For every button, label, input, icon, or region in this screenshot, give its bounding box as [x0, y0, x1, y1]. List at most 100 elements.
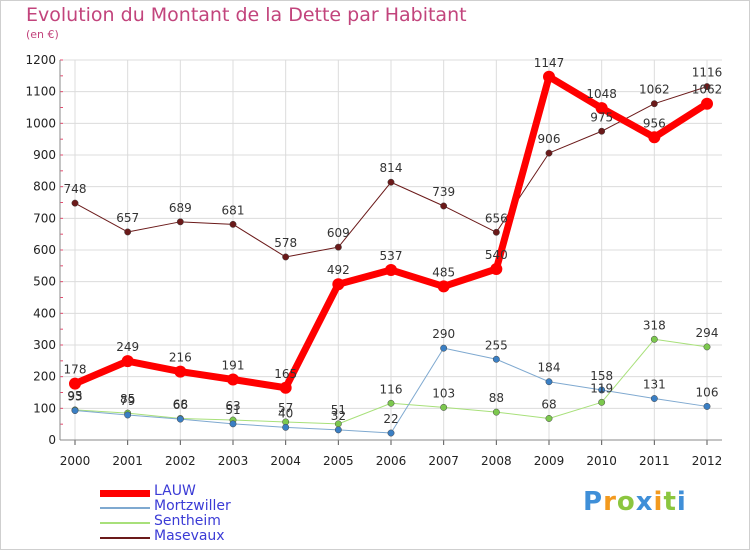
data-label-masevaux: 656: [485, 211, 508, 225]
line-chart: 0 100 200 300 400 500 600 700 800 900 1000 1100 1200…: [25, 53, 723, 468]
data-label-mortzwiller: 66: [173, 398, 188, 412]
point-lauw: [701, 97, 713, 110]
legend-swatch-sentheim: [100, 522, 150, 524]
data-label-mortzwiller: 51: [225, 403, 240, 417]
point-masevaux: [229, 220, 237, 228]
data-label-masevaux: 1116: [692, 66, 723, 80]
legend-label-mortzwiller: Mortzwiller: [154, 498, 231, 514]
x-tick-label: 2007: [428, 454, 459, 468]
data-label-masevaux: 689: [169, 201, 192, 215]
point-mortzwiller: [124, 411, 132, 419]
data-label-lauw: 485: [432, 265, 455, 279]
point-lauw: [648, 131, 661, 144]
y-tick-label: 900: [33, 148, 56, 162]
chart-title: Evolution du Montant de la Dette par Hab…: [26, 4, 467, 26]
point-sentheim: [492, 408, 500, 416]
data-label-sentheim: 318: [643, 318, 666, 332]
data-label-mortzwiller: 32: [331, 409, 346, 423]
data-label-lauw: 537: [380, 249, 403, 263]
point-masevaux: [71, 199, 79, 207]
data-label-sentheim: 68: [541, 397, 556, 411]
logo-letter: i: [653, 487, 664, 517]
point-masevaux: [334, 243, 342, 251]
point-lauw: [332, 278, 345, 291]
data-label-masevaux: 975: [590, 110, 613, 124]
logo-letter: i: [676, 487, 687, 517]
data-label-masevaux: 681: [222, 203, 245, 217]
point-mortzwiller: [650, 395, 658, 402]
data-label-lauw: 249: [116, 340, 139, 354]
data-label-sentheim: 119: [590, 381, 613, 395]
data-label-sentheim: 103: [432, 386, 455, 400]
data-label-lauw: 178: [64, 363, 87, 377]
data-label-mortzwiller: 184: [538, 361, 561, 375]
point-mortzwiller: [492, 355, 500, 363]
point-sentheim: [598, 398, 606, 406]
point-mortzwiller: [440, 344, 448, 352]
x-tick-label: 2010: [586, 454, 617, 468]
legend-label-sentheim: Sentheim: [154, 513, 221, 529]
point-masevaux: [440, 202, 448, 210]
point-lauw: [279, 381, 292, 394]
point-lauw: [69, 377, 81, 390]
data-label-lauw: 1062: [692, 83, 723, 97]
data-label-lauw: 165: [274, 367, 297, 381]
point-mortzwiller: [703, 402, 711, 410]
data-label-mortzwiller: 290: [432, 327, 455, 341]
data-label-mortzwiller: 131: [643, 378, 666, 392]
x-tick-label: 2006: [376, 454, 407, 468]
x-tick-label: 2003: [218, 454, 249, 468]
y-tick-label: 300: [33, 338, 56, 352]
chart-subtitle: (en €): [26, 28, 59, 41]
y-tick-label: 1200: [25, 53, 56, 67]
point-lauw: [227, 373, 239, 386]
logo-letter: P: [583, 487, 604, 517]
data-label-masevaux: 657: [116, 211, 139, 225]
data-label-masevaux: 906: [538, 132, 561, 146]
logo-letter: o: [616, 487, 636, 517]
x-tick-label: 2002: [165, 454, 196, 468]
data-label-sentheim: 88: [489, 391, 504, 405]
data-label-sentheim: 57: [278, 401, 293, 415]
point-lauw: [543, 70, 555, 83]
data-label-masevaux: 578: [274, 236, 297, 250]
data-label-lauw: 492: [327, 263, 350, 277]
data-label-sentheim: 294: [696, 326, 719, 340]
legend-label-masevaux: Masevaux: [154, 528, 225, 544]
x-tick-label: 2009: [534, 454, 565, 468]
data-label-lauw: 1147: [534, 56, 565, 70]
point-mortzwiller: [229, 420, 237, 428]
x-tick-label: 2008: [481, 454, 512, 468]
y-tick-label: 0: [48, 433, 56, 447]
point-mortzwiller: [387, 429, 395, 437]
point-masevaux: [282, 253, 290, 261]
data-label-sentheim: 68: [173, 397, 188, 411]
x-tick-label: 2011: [639, 454, 670, 468]
point-sentheim: [440, 403, 448, 411]
proxiti-logo: Proxiti: [583, 487, 687, 517]
data-label-masevaux: 739: [432, 185, 455, 199]
point-mortzwiller: [334, 426, 342, 434]
y-tick-label: 600: [33, 243, 56, 257]
point-lauw: [385, 263, 397, 276]
x-tick-label: 2012: [692, 454, 723, 468]
y-tick-label: 500: [33, 275, 56, 289]
data-label-mortzwiller: 255: [485, 338, 508, 352]
point-sentheim: [545, 415, 553, 422]
point-lauw: [595, 102, 608, 115]
y-tick-label: 1000: [25, 116, 56, 130]
legend-label-lauw: LAUW: [154, 483, 196, 499]
data-label-sentheim: 85: [120, 392, 135, 406]
data-label-masevaux: 1062: [639, 83, 670, 97]
data-label-mortzwiller: 158: [590, 369, 613, 383]
data-label-mortzwiller: 40: [278, 406, 293, 420]
logo-letter: x: [635, 487, 654, 517]
data-label-lauw: 191: [222, 359, 245, 373]
data-label-masevaux: 748: [64, 182, 87, 196]
data-label-lauw: 956: [643, 116, 666, 130]
y-tick-label: 200: [33, 370, 56, 384]
point-masevaux: [598, 127, 606, 135]
y-tick-label: 400: [33, 306, 56, 320]
data-label-masevaux: 609: [327, 226, 350, 240]
data-label-sentheim: 116: [380, 382, 403, 396]
